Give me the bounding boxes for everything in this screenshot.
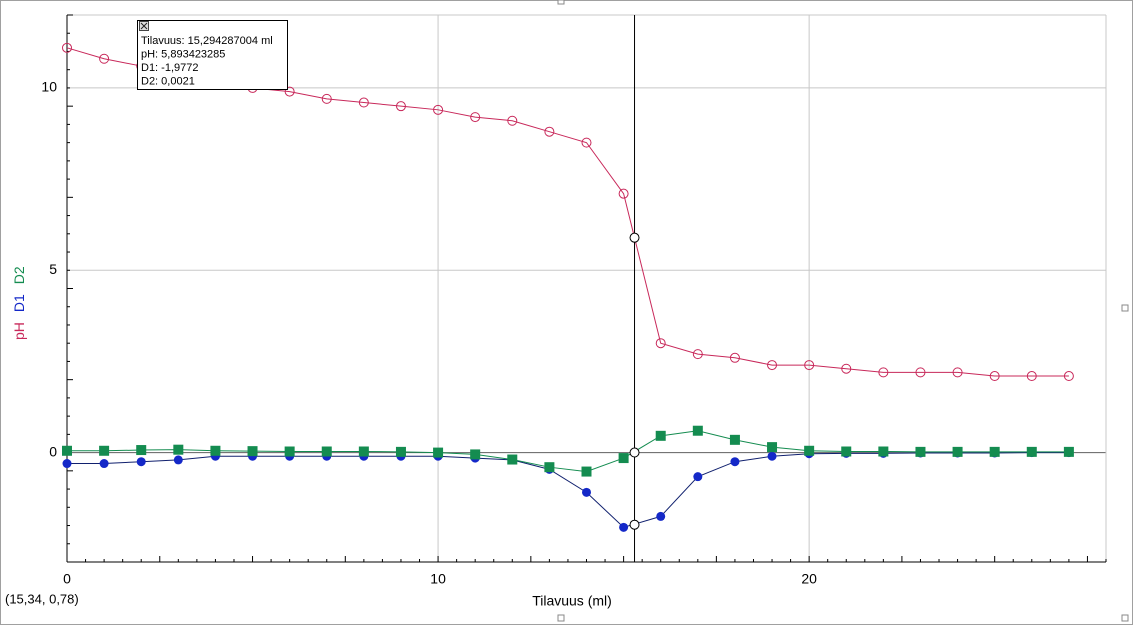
cursor-point	[629, 232, 640, 243]
readout-box	[137, 20, 288, 90]
pointer-coords: (15,34, 0,78)	[5, 591, 79, 606]
marker	[507, 454, 518, 465]
marker	[99, 445, 110, 456]
marker	[173, 444, 184, 455]
marker	[1026, 371, 1037, 382]
marker	[173, 455, 183, 465]
legend: pH D1 D2	[11, 266, 27, 340]
marker	[655, 338, 666, 349]
cursor-point	[629, 447, 640, 458]
x-axis-label: Tilavuus (ml)	[532, 593, 612, 609]
marker	[433, 447, 444, 458]
marker	[915, 446, 926, 457]
marker	[358, 97, 369, 108]
series-line	[67, 452, 1069, 528]
marker	[692, 349, 703, 360]
marker	[952, 446, 963, 457]
marker	[470, 112, 481, 123]
readout-line: pH: 5,893423285	[141, 48, 225, 60]
readout-line: Tilavuus: 15,294287004 ml	[141, 35, 273, 47]
marker	[804, 360, 815, 371]
marker	[804, 445, 815, 456]
marker	[99, 459, 109, 469]
marker	[656, 511, 666, 521]
marker	[507, 115, 518, 126]
handle	[557, 614, 565, 622]
x-tick-label: 20	[801, 571, 817, 587]
marker	[582, 487, 591, 497]
marker	[618, 188, 629, 199]
legend-entry: D2	[11, 266, 27, 284]
marker	[62, 42, 72, 53]
close-icon	[140, 22, 148, 30]
readout-line: D1: -1,9772	[141, 62, 198, 74]
marker	[952, 367, 963, 378]
marker	[284, 446, 295, 457]
marker	[581, 137, 592, 148]
marker	[729, 434, 740, 445]
marker	[395, 446, 406, 457]
marker	[247, 446, 258, 457]
handle	[1121, 304, 1129, 312]
marker	[767, 451, 777, 461]
y-tick-label: 5	[49, 261, 57, 277]
marker	[581, 466, 592, 477]
marker	[321, 93, 332, 104]
marker	[62, 445, 72, 456]
marker	[210, 445, 221, 456]
marker	[989, 371, 1000, 382]
marker	[989, 446, 1000, 457]
y-tick-label: 10	[41, 79, 57, 95]
marker	[544, 126, 555, 137]
marker	[395, 101, 406, 112]
marker	[619, 522, 629, 532]
y-tick-label: 0	[49, 443, 57, 459]
marker	[1063, 446, 1074, 457]
handle	[1121, 614, 1129, 622]
handle	[557, 0, 565, 5]
marker	[878, 367, 889, 378]
marker	[841, 363, 852, 374]
x-tick-label: 0	[63, 571, 71, 587]
marker	[358, 446, 369, 457]
marker	[1063, 371, 1074, 382]
marker	[433, 104, 444, 115]
readout-line: D2: 0,0021	[141, 75, 195, 87]
legend-entry: pH	[11, 322, 27, 340]
marker	[284, 86, 295, 97]
marker	[767, 442, 778, 453]
marker	[915, 367, 926, 378]
legend-entry: D1	[11, 294, 27, 312]
marker	[841, 446, 852, 457]
marker	[729, 352, 740, 363]
marker	[136, 445, 147, 456]
marker	[136, 457, 146, 467]
marker	[62, 459, 72, 469]
marker	[544, 462, 555, 473]
series-line	[67, 430, 1069, 473]
marker	[655, 430, 666, 441]
marker	[878, 446, 889, 457]
cursor-point	[629, 519, 640, 530]
marker	[767, 360, 778, 371]
marker	[321, 446, 332, 457]
marker	[618, 453, 629, 464]
marker	[1026, 446, 1037, 457]
marker	[692, 425, 703, 436]
marker	[730, 457, 740, 467]
marker	[470, 449, 481, 460]
marker	[99, 53, 110, 64]
marker	[693, 472, 703, 482]
x-tick-label: 10	[430, 571, 446, 587]
